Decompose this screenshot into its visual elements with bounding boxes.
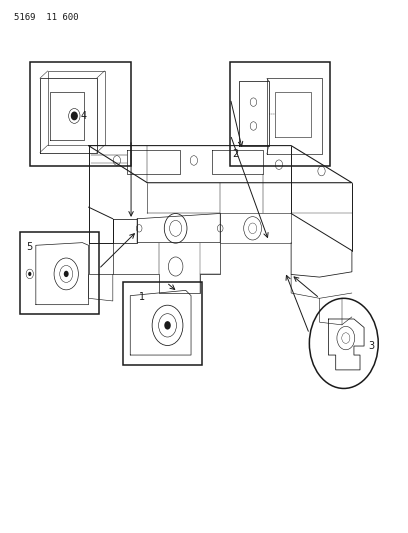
Text: 4: 4	[81, 110, 87, 120]
Text: 3: 3	[368, 341, 374, 351]
Text: 2: 2	[233, 149, 239, 159]
Circle shape	[28, 272, 31, 276]
Bar	[231, 62, 330, 166]
Bar	[123, 282, 202, 365]
Text: 1: 1	[139, 292, 145, 302]
Circle shape	[71, 112, 77, 119]
Text: 5: 5	[26, 241, 32, 252]
Circle shape	[64, 271, 69, 277]
Text: 5169  11 600: 5169 11 600	[13, 13, 78, 22]
Bar	[20, 232, 99, 314]
Circle shape	[164, 321, 171, 329]
Bar	[30, 62, 131, 166]
